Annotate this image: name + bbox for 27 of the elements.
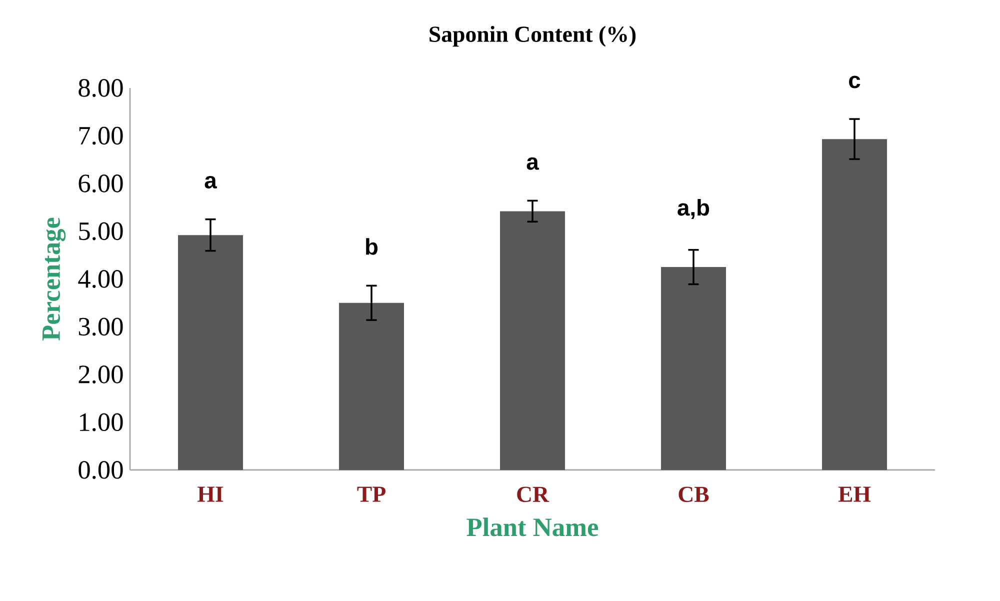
y-tick-label: 8.00	[78, 79, 123, 97]
annotation: b	[366, 238, 378, 255]
x-tick-label: HI	[198, 486, 224, 502]
chart-title: Saponin Content (%)	[430, 26, 636, 47]
annotation: a	[526, 157, 539, 170]
bar	[661, 267, 726, 470]
x-tick-label: EH	[838, 486, 871, 502]
annotation: a	[204, 176, 217, 188]
bar	[178, 235, 244, 470]
y-tick-label: 7.00	[79, 126, 123, 145]
bar	[500, 211, 565, 470]
x-tick-label: CB	[678, 486, 709, 502]
annotation: a,b	[678, 198, 710, 220]
y-tick-label: 4.00	[78, 270, 123, 288]
x-axis-title: Plant Name	[466, 518, 598, 536]
bar	[339, 302, 404, 470]
y-tick-label: 5.00	[79, 222, 123, 240]
annotation: c	[849, 76, 860, 88]
y-tick-label: 2.00	[78, 366, 123, 384]
y-tick-label: 6.00	[78, 174, 123, 192]
y-tick-label: 1.00	[80, 413, 123, 432]
y-tick-label: 3.00	[78, 318, 123, 336]
x-tick-label: CR	[517, 486, 550, 502]
y-tick-label: 0.00	[78, 461, 123, 479]
bar	[822, 139, 887, 470]
y-axis-title: Percentage	[42, 218, 66, 341]
x-tick-label: TP	[357, 486, 386, 502]
